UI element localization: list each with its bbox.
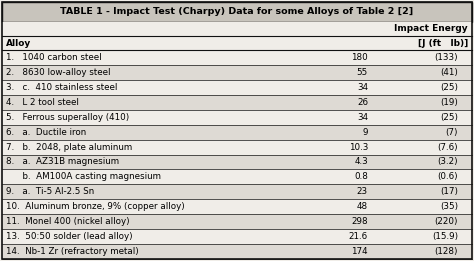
Text: (15.9): (15.9) [432,232,458,241]
Bar [2,65,472,80]
Text: 26: 26 [357,98,368,107]
Text: 55: 55 [357,68,368,77]
Text: 298: 298 [351,217,368,226]
Text: (17): (17) [440,187,458,196]
Text: 8.   a.  AZ31B magnesium: 8. a. AZ31B magnesium [6,157,119,167]
Text: 10.  Aluminum bronze, 9% (copper alloy): 10. Aluminum bronze, 9% (copper alloy) [6,202,185,211]
Bar [2,214,472,229]
Bar [2,80,472,95]
Bar [2,95,472,110]
Text: 10.3: 10.3 [348,143,368,152]
Bar [2,22,472,36]
Text: 5.   Ferrous superalloy (410): 5. Ferrous superalloy (410) [6,113,129,122]
Text: (7): (7) [446,128,458,137]
Bar [2,140,472,155]
Text: 174: 174 [351,247,368,256]
Text: TABLE 1 - Impact Test (Charpy) Data for some Alloys of Table 2 [2]: TABLE 1 - Impact Test (Charpy) Data for … [60,8,414,16]
Text: Alloy: Alloy [6,39,31,48]
Text: 4.   L 2 tool steel: 4. L 2 tool steel [6,98,79,107]
Text: 34: 34 [357,83,368,92]
Bar [2,110,472,125]
Text: (133): (133) [434,53,458,62]
Text: 1.   1040 carbon steel: 1. 1040 carbon steel [6,53,101,62]
Bar [2,184,472,199]
Text: 180: 180 [351,53,368,62]
Text: (128): (128) [435,247,458,256]
Text: 34: 34 [357,113,368,122]
Bar [2,199,472,214]
Text: 13.  50:50 solder (lead alloy): 13. 50:50 solder (lead alloy) [6,232,133,241]
Bar [2,169,472,184]
Text: (0.6): (0.6) [438,173,458,181]
Text: (25): (25) [440,83,458,92]
Text: 4.3: 4.3 [354,157,368,167]
Bar [2,244,472,259]
Text: b.  AM100A casting magnesium: b. AM100A casting magnesium [6,173,161,181]
Text: 11.  Monel 400 (nickel alloy): 11. Monel 400 (nickel alloy) [6,217,129,226]
Text: 48: 48 [357,202,368,211]
Text: 0.8: 0.8 [354,173,368,181]
Text: 2.   8630 low-alloy steel: 2. 8630 low-alloy steel [6,68,110,77]
Bar [2,155,472,169]
Text: Impact Energy: Impact Energy [394,24,468,33]
Text: 14.  Nb-1 Zr (refractory metal): 14. Nb-1 Zr (refractory metal) [6,247,139,256]
Text: (41): (41) [440,68,458,77]
Text: (7.6): (7.6) [438,143,458,152]
Text: [J (ft   lb)]: [J (ft lb)] [418,39,468,48]
Bar [2,50,472,65]
Text: 9: 9 [363,128,368,137]
Text: 9.   a.  Ti-5 Al-2.5 Sn: 9. a. Ti-5 Al-2.5 Sn [6,187,94,196]
Bar [2,36,472,50]
Text: 23: 23 [357,187,368,196]
Text: (3.2): (3.2) [438,157,458,167]
Text: (220): (220) [435,217,458,226]
Text: 21.6: 21.6 [349,232,368,241]
Text: 7.   b.  2048, plate aluminum: 7. b. 2048, plate aluminum [6,143,132,152]
Text: 6.   a.  Ductile iron: 6. a. Ductile iron [6,128,86,137]
Text: 3.   c.  410 stainless steel: 3. c. 410 stainless steel [6,83,118,92]
Text: (19): (19) [440,98,458,107]
Bar [2,229,472,244]
Text: (25): (25) [440,113,458,122]
Text: (35): (35) [440,202,458,211]
Bar [2,2,472,22]
Bar [2,125,472,140]
